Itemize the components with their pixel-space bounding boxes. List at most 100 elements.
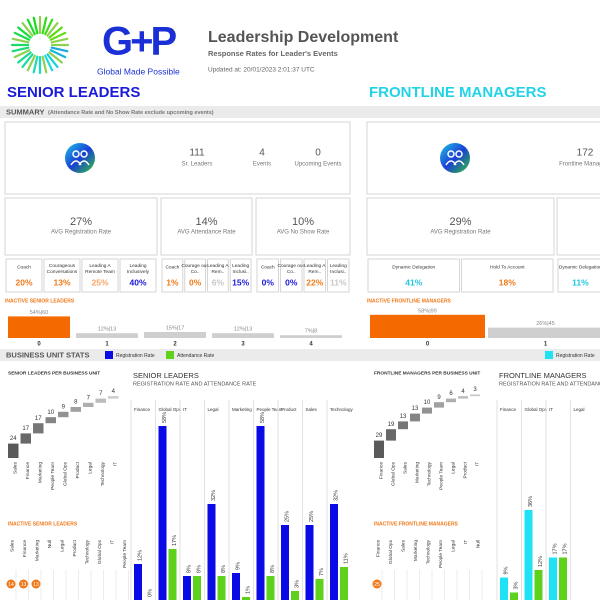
rate-bar-label: 8% (196, 565, 202, 573)
logo-ray (32, 55, 39, 74)
inactive-unit-count: 13 (21, 582, 27, 588)
waterfall-bar (434, 402, 444, 408)
rate-card (4, 197, 158, 256)
waterfall-category: Technology (426, 461, 432, 486)
stats-title: BUSINESS UNIT STATS (6, 350, 89, 359)
event-name: Dynamic Delegation (392, 264, 435, 270)
rate-bar (500, 577, 508, 600)
inactive-value-label: 15%|17 (166, 325, 185, 331)
inactive-unit-dot (31, 579, 41, 589)
logo-ray (13, 49, 31, 59)
count-label: Upcoming Events (294, 162, 341, 168)
logo-ray (17, 26, 32, 39)
waterfall-bar (45, 417, 56, 424)
rate-bar-label: 8% (186, 565, 192, 573)
rate-card (255, 197, 351, 256)
event-card (184, 258, 206, 293)
event-name: Courage ous Co.. (278, 263, 306, 275)
logo-ray (44, 54, 54, 72)
waterfall-label: 9 (62, 404, 66, 410)
waterfall-bar (70, 407, 81, 412)
waterfall-category: Legal (88, 462, 94, 474)
icon-head (447, 150, 455, 158)
rate-bar (281, 525, 289, 600)
event-name: Dynamic Delegation (559, 264, 600, 270)
inactive-bar (76, 333, 138, 338)
rate-bar-label: 36% (528, 496, 534, 507)
waterfall-bar (374, 440, 384, 458)
section-heading: FRONTLINE MANAGERS (369, 84, 547, 101)
rate-chart-category: Finance (500, 407, 517, 412)
inactive-unit-name: Marketing (34, 540, 40, 561)
rate-bar (256, 426, 265, 600)
logo-ray (50, 37, 69, 44)
logo-ray (13, 31, 31, 41)
rate-bar (524, 510, 533, 600)
logo-ray (46, 22, 59, 37)
rate-label: AVG No Show Rate (277, 230, 330, 236)
rate-bar-label: 32% (333, 490, 339, 501)
inactive-units-title: INACTIVE SENIOR LEADERS (8, 521, 78, 527)
rate-bar-label: 17% (172, 535, 178, 546)
waterfall-category: Sales (13, 461, 19, 474)
event-card (81, 258, 119, 293)
waterfall-bar (8, 443, 19, 458)
rate-bar-label: 17% (552, 543, 558, 554)
rate-chart-category: Sales (306, 407, 318, 412)
rate-label: AVG Registration Rate (430, 230, 491, 236)
inactive-value-label: 12%|13 (98, 327, 117, 333)
inactive-unit-count: 25 (374, 582, 380, 588)
event-value: 0% (262, 277, 275, 287)
count-value: 0 (315, 148, 321, 159)
event-value: 13% (53, 277, 70, 287)
waterfall-label: 7 (87, 395, 91, 401)
inactive-category: 4 (309, 342, 313, 348)
inactive-unit-name: Sales (9, 539, 15, 552)
event-value: 11% (572, 277, 589, 287)
rate-card (160, 197, 253, 256)
rate-bar (559, 557, 567, 600)
rate-bar (207, 504, 216, 600)
event-name: Leading A Rem.. (304, 263, 326, 275)
rate-bar (266, 576, 275, 600)
waterfall-bar (458, 396, 468, 399)
rate-chart-subtitle: REGISTRATION RATE AND ATTENDANCE RATE (133, 381, 257, 387)
waterfall-bar (422, 407, 432, 414)
inactive-title: INACTIVE FRONTLINE MANAGERS (367, 298, 452, 304)
inactive-unit-name: Technology (84, 539, 90, 564)
inactive-unit-name: Marketing (413, 540, 419, 561)
rate-chart-category: Legal (574, 407, 585, 412)
inactive-unit-name: IT (463, 540, 469, 544)
event-card (280, 258, 303, 293)
inactive-category: 2 (173, 342, 177, 348)
event-value: 1% (166, 277, 179, 287)
rate-card (556, 197, 600, 256)
rate-value: 10% (292, 216, 314, 228)
summary-note: (Attendance Rate and No Show Rate exclud… (48, 110, 214, 116)
count-label: Events (253, 162, 271, 168)
brand: Global Made Possible (97, 66, 180, 76)
rate-value: 27% (70, 216, 92, 228)
rate-bar-label: 58% (260, 412, 266, 423)
waterfall-category: Legal (450, 462, 456, 474)
subtitle: Response Rates for Leader's Events (208, 49, 338, 58)
inactive-value-label: 7%|8 (305, 329, 317, 335)
event-card (5, 258, 43, 293)
legend-label: Registration Rate (556, 353, 595, 359)
rate-bar (183, 576, 191, 600)
count-value: 172 (577, 148, 594, 159)
waterfall-category: Marketing (38, 462, 44, 483)
waterfall-category: Global Ops (63, 461, 69, 486)
rate-chart-category: Marketing (232, 407, 252, 412)
inactive-unit-name: Product (72, 539, 78, 556)
waterfall-bar (470, 394, 480, 397)
inactive-unit-name: Finance (375, 540, 381, 557)
per-unit-title: SENIOR LEADERS PER BUSINESS UNIT (8, 370, 100, 376)
rate-bar (510, 592, 518, 600)
event-name: Courageous Conversations (47, 263, 78, 275)
updated: Updated at: 20/01/2023 2:01:37 UTC (208, 67, 315, 74)
event-value: 0% (189, 277, 202, 287)
inactive-category: 1 (105, 342, 109, 348)
event-name: Leading A Remote Team (85, 263, 115, 275)
